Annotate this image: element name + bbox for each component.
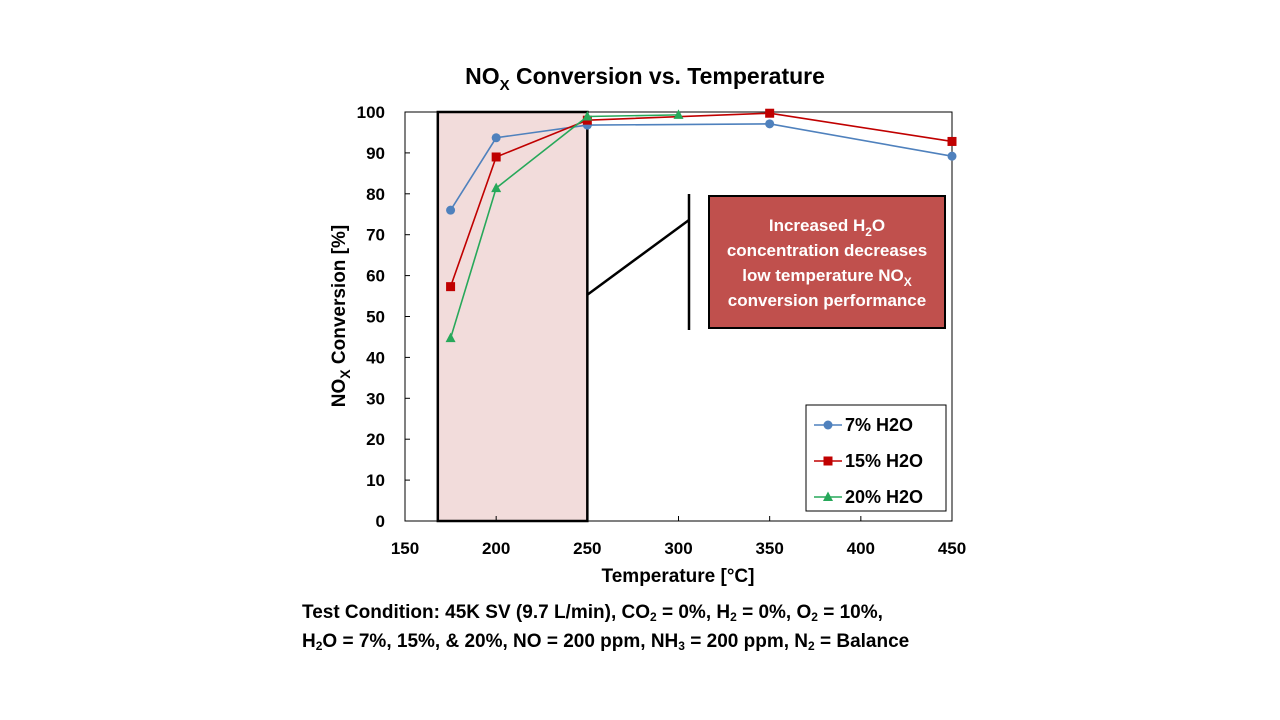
series-3 (445, 109, 684, 343)
x-axis: 150 200 250 300 350 400 450 (391, 516, 966, 558)
y-tick-label: 60 (366, 267, 385, 286)
data-point (765, 119, 775, 129)
y-tick-label: 0 (376, 512, 385, 531)
data-point (947, 151, 957, 161)
y-tick-label: 50 (366, 308, 385, 327)
test-condition-footnote: Test Condition: 45K SV (9.7 L/min), CO2 … (302, 598, 909, 656)
legend-marker (823, 456, 833, 466)
legend-item: 20% H2O (814, 487, 923, 507)
x-tick-label: 350 (755, 539, 783, 558)
y-axis: 0 10 20 30 40 50 60 70 80 90 100 (357, 103, 410, 531)
x-tick-label: 450 (938, 539, 966, 558)
callout-line-2: concentration decreases (727, 241, 927, 260)
data-point (445, 332, 456, 343)
data-point (446, 282, 456, 292)
y-tick-label: 90 (366, 144, 385, 163)
series-layer (445, 108, 957, 343)
y-tick-label: 100 (357, 103, 385, 122)
legend-marker (823, 420, 833, 430)
y-tick-label: 40 (366, 348, 385, 367)
y-tick-label: 70 (366, 226, 385, 245)
data-point (947, 136, 957, 146)
footnote-line-2: H2O = 7%, 15%, & 20%, NO = 200 ppm, NH3 … (302, 631, 910, 653)
callout-line-3: low temperature NOX (742, 266, 912, 289)
data-point (765, 108, 775, 118)
x-axis-title: Temperature [°C] (602, 566, 755, 587)
x-tick-label: 250 (573, 539, 601, 558)
y-tick-label: 80 (366, 185, 385, 204)
data-point (491, 133, 501, 143)
x-tick-label: 300 (664, 539, 692, 558)
legend-marker (823, 491, 833, 501)
legend-label: 15% H2O (845, 451, 923, 471)
data-point (491, 152, 501, 162)
data-point (582, 110, 593, 121)
chart-title: NOX Conversion vs. Temperature (465, 63, 825, 94)
footnote-line-1: Test Condition: 45K SV (9.7 L/min), CO2 … (302, 602, 883, 624)
legend-label: 20% H2O (845, 487, 923, 507)
legend-label: 7% H2O (845, 415, 913, 435)
x-tick-label: 150 (391, 539, 419, 558)
callout-box (708, 195, 946, 329)
legend-item: 15% H2O (814, 451, 923, 471)
low-temperature-region (436, 110, 589, 523)
data-point (673, 109, 684, 119)
x-tick-label: 200 (482, 539, 510, 558)
y-tick-label: 20 (366, 430, 385, 449)
legend-item: 7% H2O (814, 415, 913, 435)
y-tick-label: 30 (366, 389, 385, 408)
series-line (449, 114, 679, 339)
callout-line-4: conversion performance (728, 291, 926, 310)
legend: 7% H2O 15% H2O 20% H2O (805, 404, 947, 512)
callout-line-1: Increased H2O (769, 216, 885, 239)
y-tick-label: 10 (366, 471, 385, 490)
data-point (446, 205, 456, 215)
callout-leader-line (586, 218, 690, 297)
x-tick-label: 400 (847, 539, 875, 558)
nox-conversion-chart: NOX Conversion vs. Temperature 150 200 250… (329, 63, 966, 587)
y-axis-title: NOX Conversion [%] (329, 225, 353, 407)
data-point (491, 182, 502, 193)
callout-annotation: Increased H2O concentration decreases lo… (708, 195, 946, 329)
